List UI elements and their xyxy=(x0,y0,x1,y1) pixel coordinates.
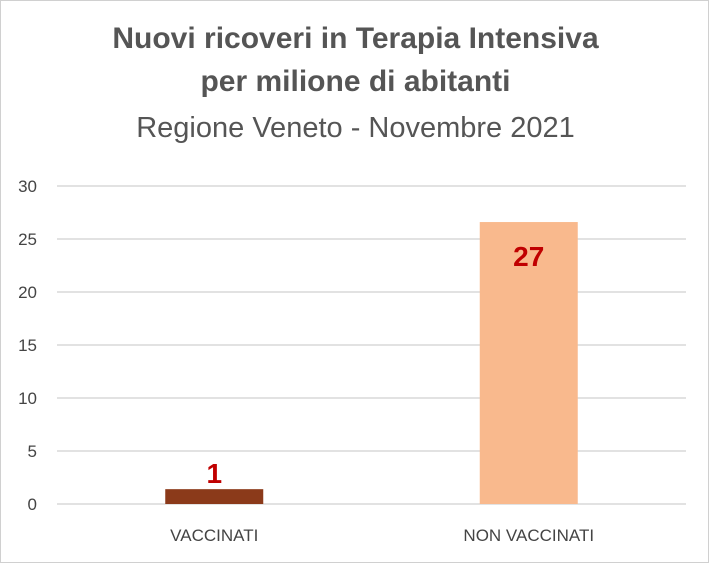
x-category-label-non-vaccinati: NON VACCINATI xyxy=(463,526,594,545)
x-category-label-vaccinati: VACCINATI xyxy=(170,526,258,545)
y-tick-label-30: 30 xyxy=(18,177,37,196)
chart-subtitle: Regione Veneto - Novembre 2021 xyxy=(136,112,575,144)
data-label-vaccinati: 1 xyxy=(206,458,222,489)
bar-vaccinati xyxy=(165,489,264,504)
y-tick-label-20: 20 xyxy=(18,283,37,302)
y-tick-label-25: 25 xyxy=(18,230,37,249)
y-tick-label-10: 10 xyxy=(18,389,37,408)
y-tick-label-5: 5 xyxy=(28,442,37,461)
y-tick-label-0: 0 xyxy=(28,495,37,514)
bar-non-vaccinati xyxy=(479,222,578,505)
y-tick-label-15: 15 xyxy=(18,336,37,355)
data-label-non-vaccinati: 27 xyxy=(513,241,544,272)
chart-title-line2: per milione di abitanti xyxy=(200,65,511,98)
chart-title-line1: Nuovi ricoveri in Terapia Intensiva xyxy=(112,22,599,55)
